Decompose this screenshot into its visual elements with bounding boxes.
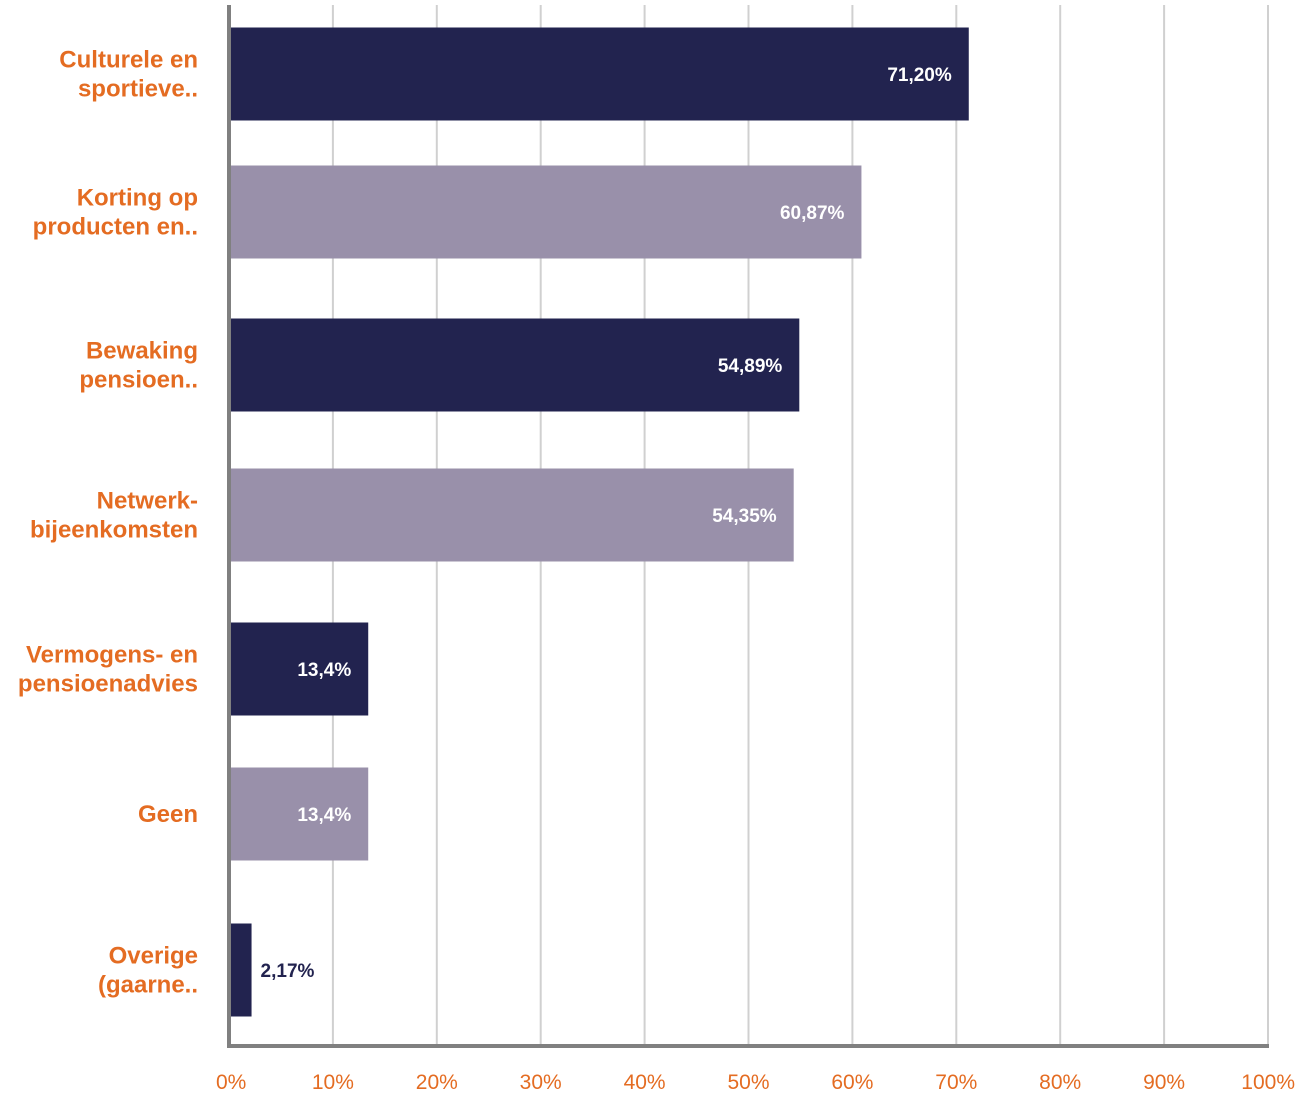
category-label: Netwerk-bijeenkomsten [30, 488, 198, 544]
x-tick-label: 90% [1143, 1071, 1185, 1094]
x-tick-label: 30% [520, 1071, 562, 1094]
data-label: 60,87% [780, 203, 845, 224]
data-label: 54,35% [712, 506, 777, 527]
bar [229, 318, 800, 412]
x-tick-label: 50% [727, 1071, 769, 1094]
category-label: Culturele en sportieve.. [59, 47, 198, 103]
x-tick-label: 20% [416, 1071, 458, 1094]
data-label: 54,89% [718, 356, 783, 377]
category-label: Korting op producten en.. [33, 185, 198, 241]
category-label: Overige (gaarne.. [98, 943, 198, 999]
category-label: Geen [138, 801, 198, 828]
x-tick-label: 100% [1241, 1071, 1295, 1094]
bar [229, 923, 252, 1017]
bar [229, 622, 369, 716]
data-label: 71,20% [887, 65, 952, 86]
bar [229, 767, 369, 861]
data-label: 13,4% [297, 660, 351, 681]
category-label: Vermogens- en pensioenadvies [18, 642, 198, 698]
x-tick-label: 10% [312, 1071, 354, 1094]
x-tick-label: 80% [1039, 1071, 1081, 1094]
bar [229, 468, 794, 562]
x-tick-label: 70% [935, 1071, 977, 1094]
category-label: Bewaking pensioen.. [79, 338, 198, 394]
data-label: 13,4% [297, 805, 351, 826]
x-tick-label: 40% [624, 1071, 666, 1094]
data-label: 2,17% [261, 961, 315, 982]
bar [229, 27, 969, 121]
bar [229, 165, 862, 259]
x-tick-label: 0% [216, 1071, 246, 1094]
x-tick-label: 60% [831, 1071, 873, 1094]
